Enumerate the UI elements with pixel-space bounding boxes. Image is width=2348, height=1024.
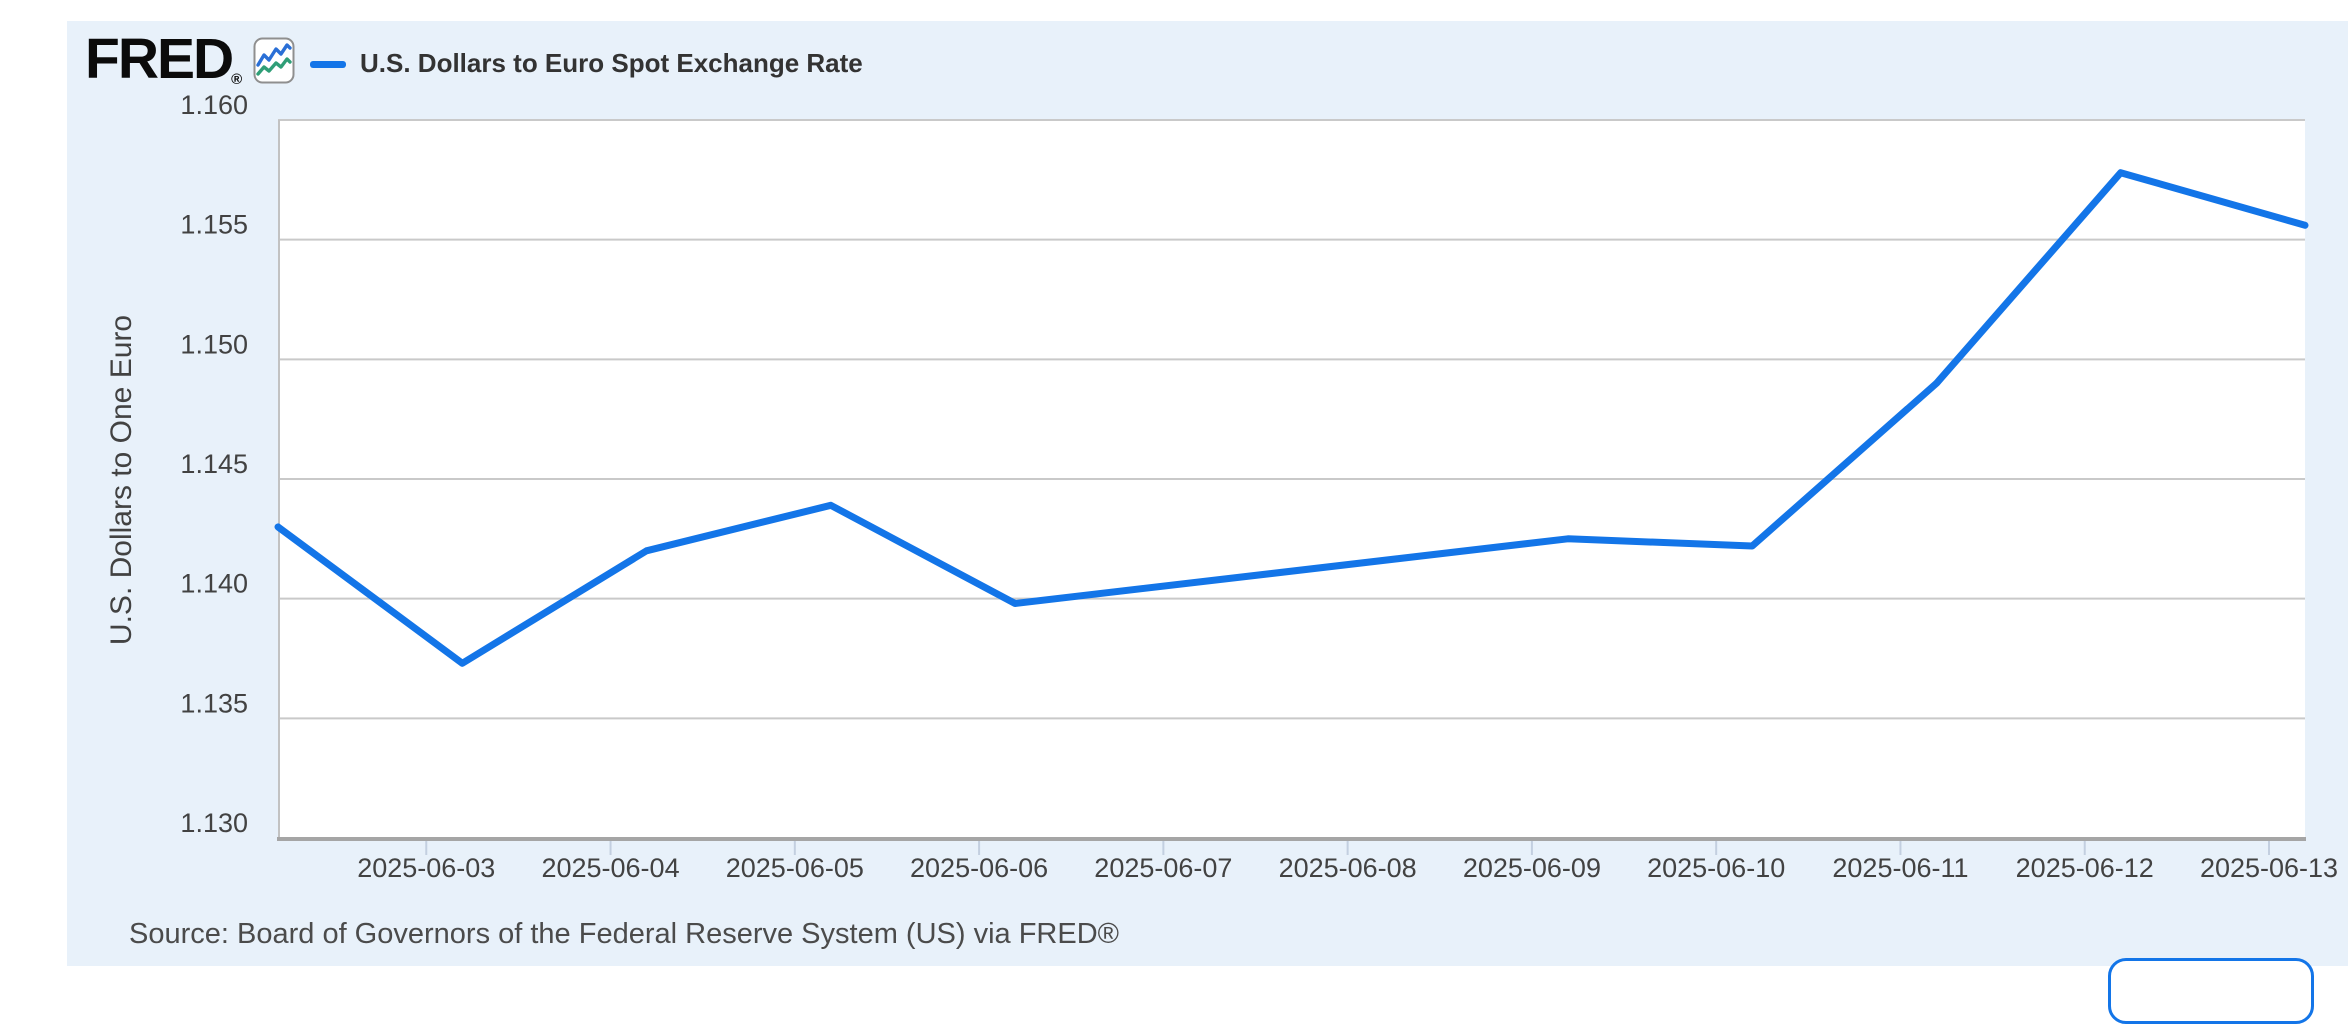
y-tick-label: 1.150: [180, 329, 248, 359]
icon-green-line: [256, 57, 292, 76]
y-tick-label: 1.130: [180, 808, 248, 838]
x-tick-label: 2025-06-11: [1832, 853, 1968, 883]
fred-wordmark[interactable]: FRED: [85, 27, 234, 91]
chart-plot[interactable]: 1.160 1.155 1.150 1.145 1.140 1.135 1.130 2025-…: [0, 0, 2348, 966]
exchange-rate-series-line[interactable]: [274, 169, 2309, 667]
x-tick-label: 2025-06-12: [2016, 853, 2154, 883]
y-tick-label: 1.135: [180, 688, 248, 718]
bottom-right-button-partial[interactable]: [2108, 958, 2314, 1024]
y-tick-label: 1.145: [180, 449, 248, 479]
fred-registered-mark: ®: [231, 71, 243, 88]
y-tick-label: 1.160: [180, 90, 248, 120]
legend-line-swatch: [310, 61, 346, 68]
y-tick-label: 1.155: [180, 210, 248, 240]
x-tick-label: 2025-06-08: [1279, 853, 1417, 883]
x-tick-label: 2025-06-09: [1463, 853, 1601, 883]
x-tick-label: 2025-06-07: [1094, 853, 1232, 883]
y-tick-label: 1.140: [180, 569, 248, 599]
x-tick-label: 2025-06-06: [910, 853, 1048, 883]
x-tick-label: 2025-06-10: [1647, 853, 1785, 883]
x-tick-label: 2025-06-13: [2200, 853, 2338, 883]
fred-logo-chart-icon: [253, 37, 295, 84]
x-tick-label: 2025-06-05: [726, 853, 864, 883]
y-axis-title: U.S. Dollars to One Euro: [105, 314, 138, 646]
chart-title: U.S. Dollars to Euro Spot Exchange Rate: [360, 48, 863, 78]
x-tick-label: 2025-06-04: [541, 853, 679, 883]
icon-blue-line: [256, 43, 292, 67]
fred-logo[interactable]: FRED®: [85, 26, 243, 91]
source-attribution: Source: Board of Governors of the Federa…: [129, 918, 1120, 950]
x-tick-label: 2025-06-03: [357, 853, 495, 883]
